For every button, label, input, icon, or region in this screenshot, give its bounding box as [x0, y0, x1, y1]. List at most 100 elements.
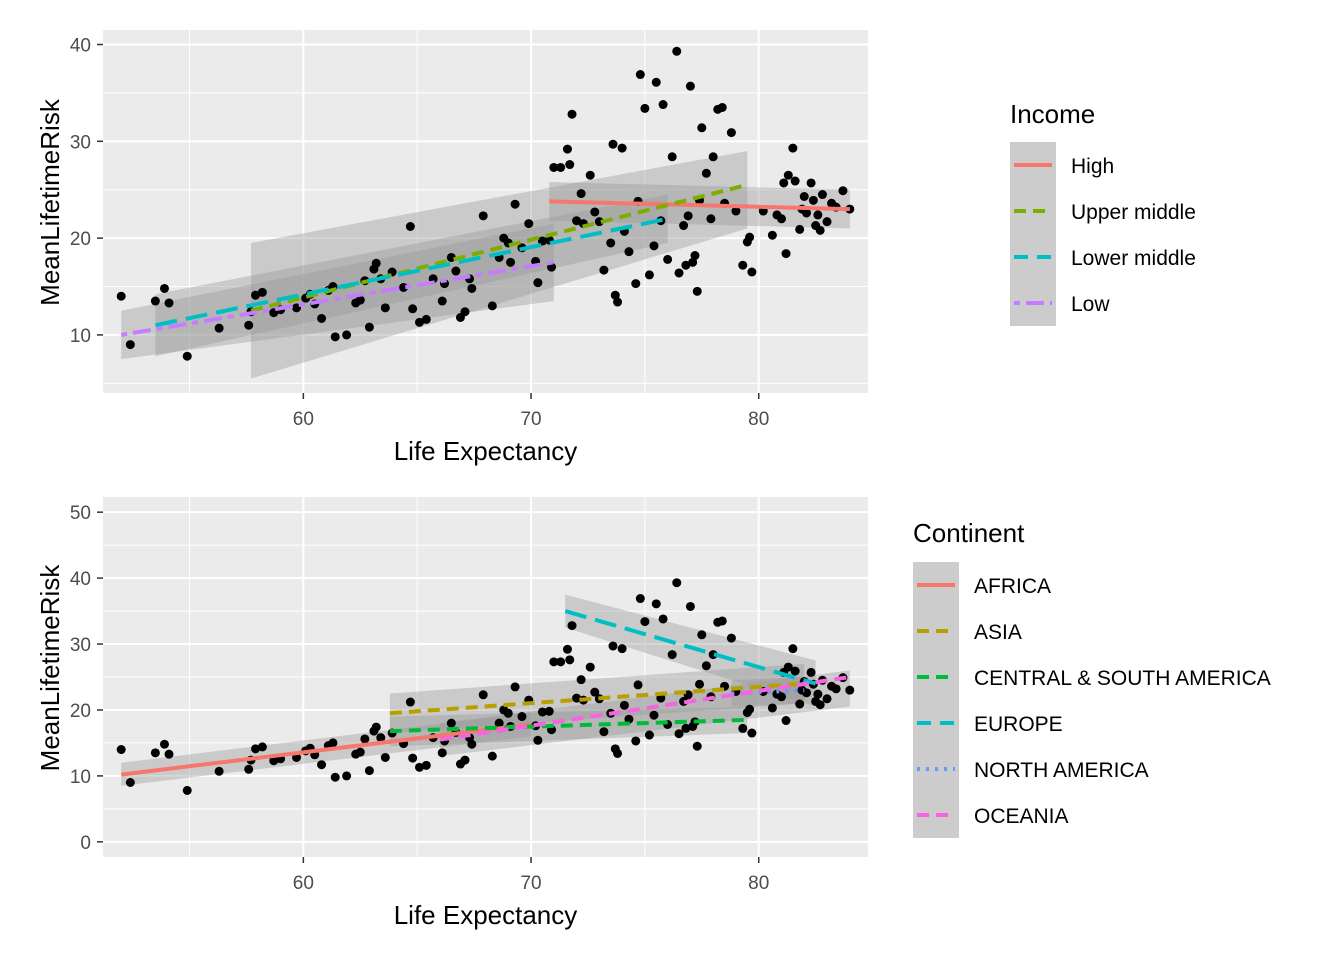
trend-line [120, 260, 555, 337]
data-point [690, 251, 700, 261]
data-point [437, 748, 447, 758]
data-point [738, 723, 748, 733]
data-point [524, 219, 534, 229]
data-point [533, 735, 543, 745]
data-point [658, 614, 668, 624]
data-point [613, 748, 623, 758]
data-point [251, 290, 261, 300]
data-point [695, 679, 705, 689]
continent-panel: 60 70 80 0 10 20 30 40 50 Life Expectancy MeanLi… [35, 497, 1271, 930]
data-point [726, 128, 736, 138]
trend-line [389, 681, 805, 716]
data-point [717, 102, 727, 112]
y-tick-label: 40 [70, 36, 91, 57]
data-point [795, 224, 805, 234]
data-point [776, 692, 786, 702]
data-point [292, 303, 302, 313]
data-point [467, 739, 477, 749]
data-point [494, 718, 504, 728]
data-point [845, 685, 855, 695]
data-point [364, 766, 374, 776]
data-point [788, 143, 798, 153]
data-point [182, 785, 192, 795]
data-point [717, 616, 727, 626]
data-point [460, 307, 470, 317]
data-point [808, 195, 818, 205]
legend-label: Upper middle [1071, 201, 1196, 224]
data-point [594, 217, 604, 227]
data-point [608, 641, 618, 651]
gridlines [103, 30, 868, 393]
data-point [674, 729, 684, 739]
data-point [617, 644, 627, 654]
data-point [556, 162, 566, 172]
data-point [667, 152, 677, 162]
data-point [745, 232, 755, 242]
data-point [731, 206, 741, 216]
x-tick-label: 60 [293, 873, 314, 894]
legend-key-background [1010, 142, 1056, 326]
data-point [214, 323, 224, 333]
data-point [451, 266, 461, 276]
data-point [503, 708, 513, 718]
axis-ticks: 60 70 80 10 20 30 40 [70, 36, 769, 430]
y-tick-label: 30 [70, 132, 91, 153]
data-point [813, 210, 823, 220]
data-point [726, 633, 736, 643]
data-point [360, 734, 370, 744]
data-point [446, 718, 456, 728]
data-point [644, 270, 654, 280]
data-point [781, 716, 791, 726]
data-point [708, 650, 718, 660]
data-point [487, 751, 497, 761]
data-point [624, 714, 634, 724]
legend-label: OCEANIA [974, 805, 1069, 828]
income-panel: 60 70 80 10 20 30 40 Life Expectancy MeanLifet… [35, 30, 1196, 466]
data-point [619, 700, 629, 710]
data-point [663, 254, 673, 264]
data-point [806, 178, 816, 188]
confidence-band [121, 223, 554, 360]
data-point [708, 152, 718, 162]
data-point [779, 178, 789, 188]
x-tick-label: 70 [520, 873, 541, 894]
x-axis-label: Life Expectancy [394, 436, 578, 466]
data-point [317, 313, 327, 323]
data-point [371, 722, 381, 732]
data-point [116, 291, 126, 301]
data-point [633, 680, 643, 690]
data-point [182, 351, 192, 361]
axis-ticks: 60 70 80 0 10 20 30 40 50 [70, 503, 769, 894]
data-point [116, 745, 126, 755]
data-point [685, 601, 695, 611]
data-point [747, 728, 757, 738]
data-point [150, 296, 160, 306]
trend-line [731, 688, 805, 696]
legend-title: Continent [913, 518, 1025, 548]
data-point [565, 160, 575, 170]
data-point [159, 283, 169, 293]
data-point [590, 207, 600, 217]
data-point [164, 749, 174, 759]
data-point [747, 267, 757, 277]
data-point [556, 657, 566, 667]
data-point [533, 278, 543, 288]
data-point [635, 594, 645, 604]
data-point [679, 221, 689, 231]
data-point [738, 260, 748, 270]
data-point [672, 578, 682, 588]
data-point [478, 211, 488, 221]
data-point [822, 694, 832, 704]
legend-label: CENTRAL & SOUTH AMERICA [974, 667, 1271, 690]
data-point [567, 621, 577, 631]
trend-lines [120, 182, 850, 337]
y-tick-label: 10 [70, 767, 91, 788]
data-point [658, 100, 668, 110]
data-point [125, 777, 135, 787]
legend-label: Low [1071, 293, 1110, 316]
data-point [817, 190, 827, 200]
data-point [380, 303, 390, 313]
data-point [783, 170, 793, 180]
data-point [631, 279, 641, 289]
